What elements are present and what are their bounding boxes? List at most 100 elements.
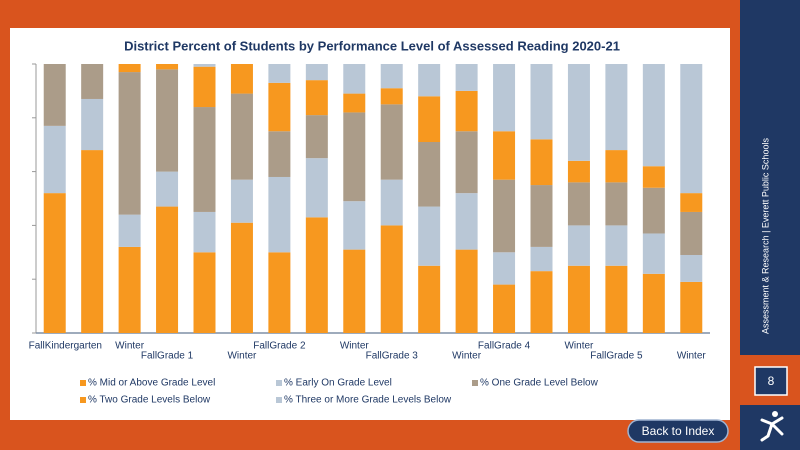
bar-segment [530, 246, 553, 272]
bar-segment [605, 150, 628, 183]
x-tick-label: Winter [452, 351, 482, 362]
bar-segment [455, 131, 478, 194]
bar-segment [305, 80, 328, 116]
legend-label: % Three or More Grade Levels Below [284, 395, 452, 406]
sidebar-text: Assessment & Research | Everett Public S… [760, 138, 770, 334]
bar-segment [343, 249, 366, 333]
bar-segment [567, 265, 590, 333]
x-tick-label: Fall [29, 341, 45, 352]
bar-segment [567, 225, 590, 266]
bar-segment [230, 64, 253, 94]
bar-segment [43, 64, 66, 126]
bar-segment [530, 185, 553, 247]
bar-segment [305, 217, 328, 333]
page-number: 8 [768, 374, 775, 388]
bar-segment [343, 112, 366, 202]
bar-segment [493, 284, 516, 333]
bar-segment [156, 69, 179, 172]
logo [760, 411, 784, 442]
bar-segment [343, 93, 366, 113]
x-tick-label: Winter [564, 341, 594, 352]
chart-title: District Percent of Students by Performa… [124, 38, 620, 53]
bar-segment [567, 64, 590, 161]
bar-segment [81, 98, 104, 151]
x-tick-label: Grade 4 [494, 341, 531, 352]
bar-segment [642, 187, 665, 234]
bar-segment [493, 252, 516, 285]
bar-segment [418, 265, 441, 333]
bar-segment [380, 64, 403, 89]
legend-label: % Mid or Above Grade Level [88, 378, 215, 389]
bar-segment [642, 166, 665, 188]
bar-segment [81, 150, 104, 333]
bar-segment [193, 64, 216, 67]
back-button-shape[interactable] [627, 419, 729, 443]
back-button-label[interactable]: Back to Index [642, 424, 715, 438]
bar-segment [455, 249, 478, 333]
bar-segment [343, 201, 366, 250]
bar-segment [305, 64, 328, 81]
legend-swatch [80, 397, 86, 403]
bar-segment [418, 96, 441, 143]
legend-swatch [472, 380, 478, 386]
bar-segment [43, 125, 66, 194]
bar-segment [43, 193, 66, 333]
bar-segment [268, 176, 291, 253]
bar-segment [230, 222, 253, 333]
bar-segment [230, 93, 253, 180]
bar-segment [156, 64, 179, 70]
legend-swatch [276, 380, 282, 386]
bar-segment [455, 193, 478, 250]
bar-segment [642, 64, 665, 167]
back-button[interactable]: Back to Index [627, 419, 729, 443]
legend-swatch [80, 380, 86, 386]
bar-segment [642, 273, 665, 333]
x-tick-label: Fall [478, 341, 494, 352]
legend-label: % Two Grade Levels Below [88, 395, 211, 406]
x-tick-label: Kindergarten [45, 341, 102, 352]
bar-segment [230, 179, 253, 223]
bar-segment [268, 64, 291, 83]
x-tick-label: Winter [677, 351, 707, 362]
bar-segment [380, 104, 403, 180]
bar-segment [642, 233, 665, 274]
bar-segment [567, 182, 590, 226]
bar-segment [530, 64, 553, 140]
bar-segment [380, 88, 403, 105]
x-tick-label: Winter [340, 341, 370, 352]
x-tick-label: Winter [227, 351, 257, 362]
legend-label: % One Grade Level Below [480, 378, 599, 389]
legend-swatch [276, 397, 282, 403]
legend-label: % Early On Grade Level [284, 378, 392, 389]
bar-segment [118, 72, 141, 215]
x-tick-label: Grade 5 [606, 351, 643, 362]
x-tick-label: Winter [115, 341, 145, 352]
bar-segment [605, 64, 628, 151]
bar-segment [680, 64, 703, 194]
bar-segment [680, 193, 703, 212]
bar-segment [268, 252, 291, 333]
bar-segment [156, 171, 179, 207]
bar-segment [305, 158, 328, 218]
bar-segment [380, 179, 403, 226]
bar-segment [343, 64, 366, 94]
x-tick-label: Fall [366, 351, 382, 362]
bar-segment [605, 225, 628, 266]
x-tick-label: Fall [253, 341, 269, 352]
bar-segment [530, 139, 553, 186]
bar-segment [193, 66, 216, 108]
x-tick-label: Fall [141, 351, 157, 362]
bar-segment [567, 160, 590, 183]
x-tick-label: Fall [590, 351, 606, 362]
bar-segment [680, 281, 703, 333]
bar-segment [493, 131, 516, 180]
x-tick-label: Grade 1 [157, 351, 194, 362]
bar-segment [418, 142, 441, 207]
bar-segment [193, 211, 216, 253]
bar-segment [530, 271, 553, 333]
bar-segment [380, 225, 403, 333]
bar-segment [268, 82, 291, 132]
bar-segment [305, 115, 328, 159]
bar-segment [680, 211, 703, 255]
